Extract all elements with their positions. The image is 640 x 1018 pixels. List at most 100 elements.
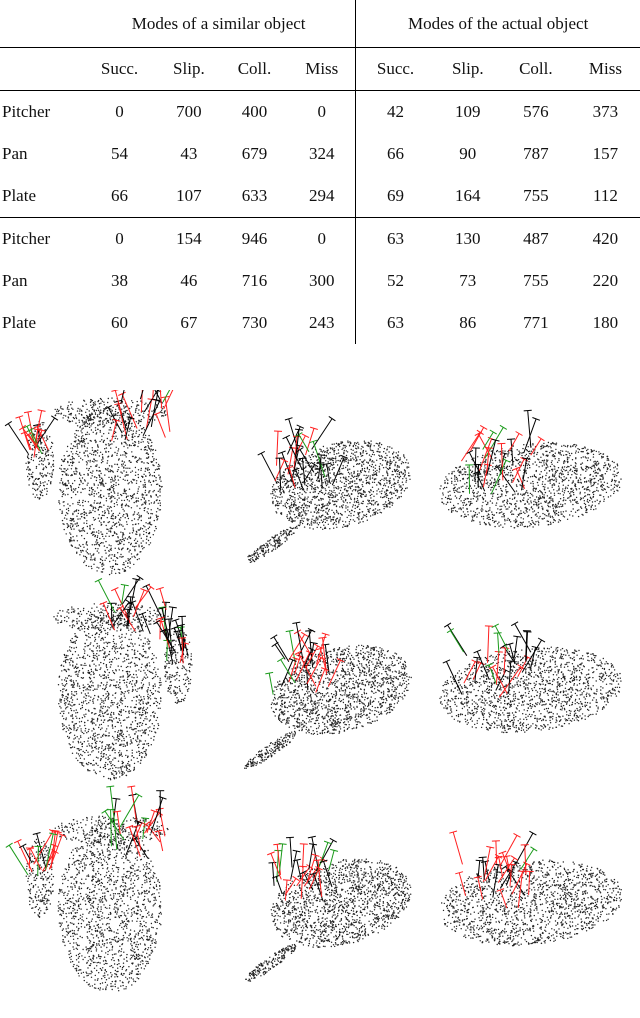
point bbox=[81, 512, 83, 515]
point bbox=[135, 530, 138, 533]
point bbox=[528, 509, 531, 511]
point bbox=[102, 535, 104, 538]
point bbox=[138, 517, 140, 519]
point bbox=[138, 419, 140, 422]
point bbox=[590, 508, 592, 510]
point bbox=[276, 504, 279, 507]
point bbox=[143, 509, 146, 512]
point bbox=[99, 431, 102, 433]
point bbox=[79, 408, 81, 410]
point bbox=[335, 481, 338, 483]
point bbox=[92, 406, 94, 408]
point bbox=[89, 526, 91, 528]
point bbox=[95, 440, 97, 443]
point bbox=[149, 481, 152, 484]
point bbox=[102, 422, 104, 424]
point bbox=[67, 460, 69, 463]
point bbox=[508, 519, 511, 522]
point bbox=[77, 509, 80, 512]
point bbox=[548, 476, 551, 478]
point bbox=[46, 450, 49, 452]
point bbox=[83, 546, 85, 548]
point bbox=[306, 507, 308, 509]
point bbox=[86, 522, 88, 525]
point bbox=[89, 504, 92, 507]
point bbox=[368, 500, 370, 503]
point bbox=[147, 467, 149, 469]
point bbox=[291, 491, 293, 494]
point bbox=[121, 503, 124, 505]
point bbox=[545, 501, 547, 504]
point bbox=[118, 419, 120, 421]
point bbox=[137, 404, 140, 406]
point bbox=[441, 501, 444, 504]
point bbox=[376, 493, 378, 495]
point bbox=[490, 489, 492, 491]
point bbox=[533, 452, 535, 455]
point bbox=[360, 502, 363, 504]
point bbox=[294, 520, 296, 522]
point bbox=[71, 455, 74, 458]
point bbox=[319, 478, 321, 480]
point bbox=[517, 523, 520, 526]
point bbox=[565, 454, 567, 456]
point bbox=[124, 464, 127, 466]
point bbox=[607, 463, 610, 465]
point bbox=[552, 474, 554, 477]
point bbox=[330, 519, 332, 521]
point bbox=[461, 473, 463, 476]
point bbox=[542, 485, 544, 488]
point bbox=[89, 415, 91, 417]
point bbox=[533, 503, 535, 506]
point bbox=[462, 478, 465, 480]
point bbox=[358, 517, 360, 519]
point bbox=[318, 479, 321, 482]
point bbox=[574, 452, 577, 454]
point bbox=[80, 409, 83, 412]
point bbox=[286, 528, 288, 531]
point bbox=[553, 494, 556, 496]
point bbox=[107, 467, 109, 470]
point bbox=[95, 441, 97, 444]
point bbox=[378, 482, 380, 484]
point bbox=[328, 502, 330, 504]
point bbox=[477, 499, 479, 501]
point bbox=[146, 468, 148, 470]
point bbox=[157, 463, 160, 466]
point bbox=[343, 461, 345, 463]
point bbox=[82, 439, 85, 442]
point bbox=[331, 468, 333, 471]
point bbox=[484, 465, 486, 467]
point bbox=[133, 555, 135, 557]
point bbox=[567, 465, 569, 468]
point bbox=[525, 510, 527, 512]
point bbox=[93, 563, 95, 565]
point bbox=[105, 444, 107, 446]
point bbox=[539, 497, 541, 500]
point bbox=[302, 520, 305, 522]
point bbox=[138, 440, 140, 443]
point bbox=[308, 518, 310, 521]
point bbox=[77, 524, 80, 527]
point bbox=[77, 503, 79, 505]
point bbox=[363, 470, 366, 472]
point bbox=[277, 544, 280, 547]
point bbox=[310, 474, 313, 476]
point bbox=[132, 442, 134, 444]
point bbox=[71, 518, 73, 520]
point bbox=[110, 481, 112, 483]
point bbox=[146, 452, 148, 454]
point bbox=[88, 426, 91, 429]
point bbox=[121, 556, 123, 558]
point bbox=[128, 535, 130, 538]
point bbox=[343, 482, 346, 485]
point bbox=[501, 516, 503, 518]
point bbox=[147, 462, 150, 465]
gripper-tick bbox=[294, 428, 304, 431]
point bbox=[506, 468, 509, 471]
point bbox=[549, 516, 552, 518]
point bbox=[101, 477, 103, 480]
point bbox=[507, 455, 509, 457]
point bbox=[83, 451, 85, 454]
point bbox=[136, 492, 139, 494]
